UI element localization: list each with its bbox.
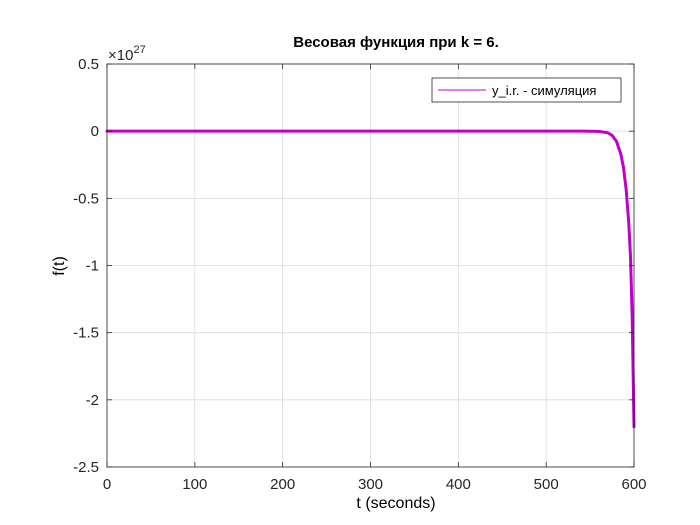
series-line xyxy=(105,129,636,429)
y-axis-exponent-power: 27 xyxy=(133,44,145,56)
tick-labels: 0 100 200 300 400 500 600 -2.5 -2 -1.5 -1 -0.5 0 0.5 xyxy=(73,56,646,493)
legend-series-label: y_i.r. - симуляция xyxy=(492,83,596,98)
x-tick-label: 500 xyxy=(534,476,559,493)
chart-title: Весовая функция при k = 6. xyxy=(293,34,499,51)
y-tick-label: -2 xyxy=(86,392,99,409)
x-axis-label: t (seconds) xyxy=(356,495,435,512)
y-tick-label: -2.5 xyxy=(73,459,99,476)
x-tick-label: 400 xyxy=(446,476,471,493)
y-tick-label: -1.5 xyxy=(73,325,99,342)
x-tick-label: 100 xyxy=(182,476,207,493)
x-tick-label: 600 xyxy=(621,476,646,493)
y-tick-label: -0.5 xyxy=(73,190,99,207)
y-tick-label: 0 xyxy=(91,123,99,140)
y-axis-exponent: ×1027 xyxy=(108,44,146,64)
x-tick-label: 0 xyxy=(103,476,111,493)
series-layer xyxy=(105,129,636,429)
y-axis-exponent-base: ×10 xyxy=(108,47,133,64)
legend: y_i.r. - симуляция xyxy=(431,77,622,103)
ticks xyxy=(106,63,635,468)
x-tick-label: 200 xyxy=(270,476,295,493)
y-tick-label: 0.5 xyxy=(78,56,99,73)
x-tick-label: 300 xyxy=(358,476,383,493)
y-axis-label: f(t) xyxy=(51,256,68,276)
y-tick-label: -1 xyxy=(86,258,99,275)
